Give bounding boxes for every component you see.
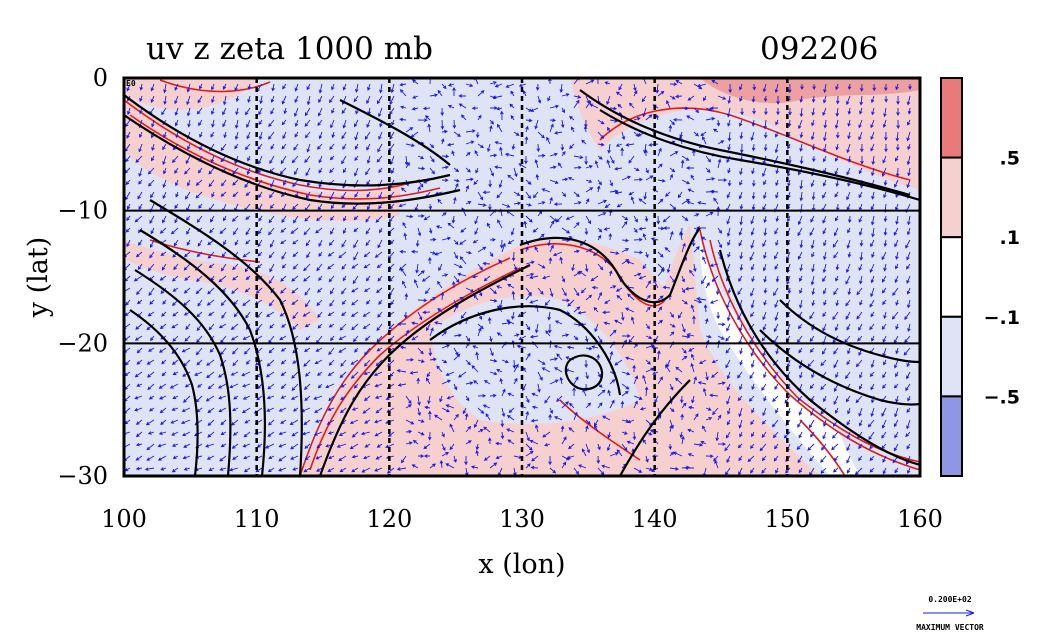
- y-tick-label: −10: [57, 197, 108, 225]
- colorbar-bin: [940, 315, 963, 398]
- colorbar-label: .5: [1000, 148, 1020, 170]
- x-tick-label: 140: [632, 505, 678, 533]
- x-tick-label: 150: [764, 505, 810, 533]
- wind-vectors: [124, 78, 912, 476]
- colorbar-bin: [940, 156, 963, 239]
- colorbar-bin: [940, 395, 963, 477]
- plot-frame: [122, 76, 922, 478]
- time-label: 092206: [760, 31, 878, 67]
- colorbar: .5 .1 −.1 −.5: [940, 77, 1020, 477]
- colorbar-label: −.5: [984, 386, 1020, 408]
- colorbar-bin: [940, 236, 963, 318]
- y-axis-tick-labels: 0 −10 −20 −30: [57, 64, 108, 490]
- height-contours: [124, 89, 920, 476]
- reference-vector-arrowhead-icon: [965, 609, 975, 617]
- colorbar-bin: [940, 77, 963, 159]
- colorbar-label: .1: [1000, 227, 1020, 249]
- y-tick-label: 0: [93, 64, 108, 92]
- y-tick-label: −30: [57, 462, 108, 490]
- lat-lon-grid: [124, 78, 920, 476]
- x-tick-label: 120: [366, 505, 412, 533]
- reference-vector: 0.200E+02 MAXIMUM VECTOR: [916, 595, 984, 632]
- map-plot-area: [124, 78, 920, 476]
- x-axis-label: x (lon): [478, 549, 565, 580]
- reference-vector-value: 0.200E+02: [928, 595, 972, 604]
- colorbar-label: −.1: [984, 307, 1020, 329]
- y-axis-label: y (lat): [23, 237, 54, 319]
- x-axis-tick-labels: 100 110 120 130 140 150 160: [101, 505, 943, 533]
- x-tick-label: 130: [499, 505, 545, 533]
- corner-label: E0: [126, 79, 136, 88]
- y-tick-label: −20: [57, 329, 108, 357]
- plot-title: uv z zeta 1000 mb: [146, 31, 433, 67]
- reference-vector-caption: MAXIMUM VECTOR: [916, 623, 984, 632]
- x-tick-label: 100: [101, 505, 147, 533]
- wind-vector-field: [124, 78, 912, 476]
- x-tick-label: 110: [234, 505, 280, 533]
- x-tick-label: 160: [897, 505, 943, 533]
